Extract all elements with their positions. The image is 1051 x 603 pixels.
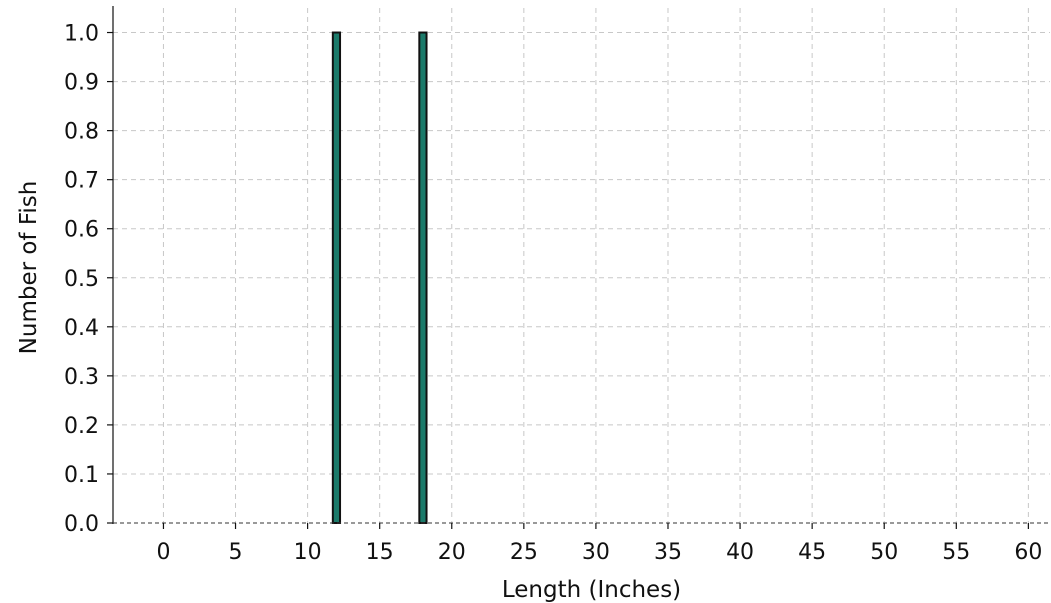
bar <box>418 31 428 525</box>
y-tick-label: 0.6 <box>64 218 99 243</box>
x-tick-label: 20 <box>438 540 466 565</box>
y-tick-label: 0.4 <box>64 316 99 341</box>
bar <box>331 31 342 525</box>
y-tick-label: 0.9 <box>64 71 99 96</box>
y-tick-label: 0.7 <box>64 169 99 194</box>
bars <box>331 31 428 525</box>
x-tick-label: 60 <box>1014 540 1042 565</box>
y-tick-label: 1.0 <box>64 22 99 47</box>
x-axis-ticks: 0 5 10 15 20 25 30 35 40 45 50 55 60 <box>156 523 1042 565</box>
x-axis-title: Length (Inches) <box>502 577 681 603</box>
x-tick-label: 10 <box>294 540 322 565</box>
x-tick-label: 40 <box>726 540 754 565</box>
x-tick-label: 35 <box>654 540 682 565</box>
y-axis-ticks: 0.0 0.1 0.2 0.3 0.4 0.5 0.6 0.7 0.8 0.9 1.0 <box>64 22 113 537</box>
axes <box>112 6 1050 524</box>
y-tick-label: 0.8 <box>64 120 99 145</box>
x-tick-label: 30 <box>582 540 610 565</box>
y-axis-title: Number of Fish <box>16 181 42 355</box>
y-tick-label: 0.2 <box>64 414 99 439</box>
x-tick-label: 5 <box>229 540 243 565</box>
x-tick-label: 55 <box>942 540 970 565</box>
x-tick-label: 50 <box>870 540 898 565</box>
y-tick-label: 0.5 <box>64 267 99 292</box>
x-tick-label: 15 <box>366 540 394 565</box>
y-tick-label: 0.0 <box>64 512 99 537</box>
y-tick-label: 0.1 <box>64 463 99 488</box>
x-tick-label: 0 <box>156 540 170 565</box>
x-tick-label: 45 <box>798 540 826 565</box>
x-tick-label: 25 <box>510 540 538 565</box>
y-tick-label: 0.3 <box>64 365 99 390</box>
grid <box>113 8 1050 523</box>
